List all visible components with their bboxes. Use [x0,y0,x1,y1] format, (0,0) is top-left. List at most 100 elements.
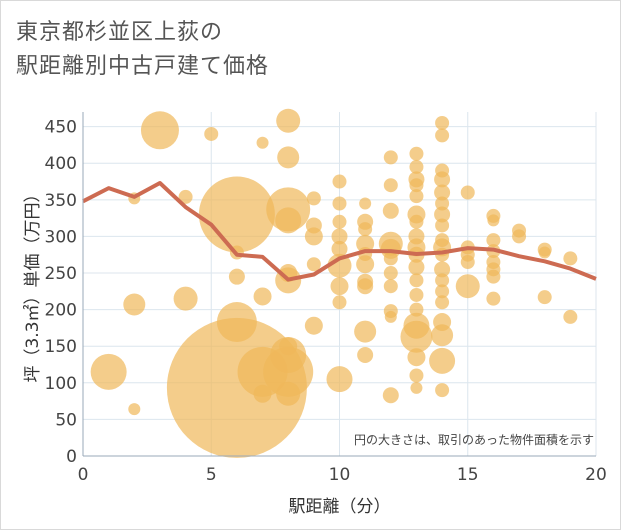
bubble-point [253,287,272,306]
bubble-point [435,284,450,299]
x-tick-label: 10 [329,465,351,485]
bubble-point [128,403,141,416]
bubble-point [409,146,424,161]
bubble-point [123,293,146,316]
bubble-point [383,150,398,165]
bubble-point [538,246,551,259]
bubble-point [276,108,301,133]
bubble-point [275,207,302,234]
bubble-point [409,189,424,204]
bubble-point [431,324,454,347]
bubble-point [435,295,450,310]
y-axis-title: 坪（3.3㎡）単価（万円） [23,185,43,382]
bubble-point [486,233,501,248]
bubble-point [487,214,500,227]
chart-title: 東京都杉並区上荻の 駅距離別中古戸建て価格 [16,16,269,84]
bubble-point [383,279,398,294]
bubble-point [435,196,450,211]
y-tick-label: 450 [45,118,77,138]
bubble-layer [90,108,578,458]
y-tick-label: 400 [45,154,77,174]
bubble-point [408,259,425,276]
bubble-point [331,228,348,245]
y-tick-label: 150 [45,337,77,357]
bubble-point [382,202,399,219]
bubble-point [359,197,372,210]
bubble-point [326,366,353,393]
bubble-point [486,269,501,284]
bubble-point [204,126,219,141]
bubble-point [356,234,375,253]
x-tick-label: 20 [585,465,607,485]
bubble-point [327,253,352,278]
bubble-point [354,320,377,343]
bubble-point [276,381,301,406]
bubble-point [306,191,321,206]
bubble-point [563,309,578,324]
trend-line [82,181,597,282]
bubble-point [435,115,450,130]
bubble-point [198,176,275,253]
bubble-point [331,240,348,257]
bubble-point [410,381,423,394]
bubble-point [434,206,451,223]
bubble-point [382,387,399,404]
bubble-point [403,312,430,339]
bubble-point [216,302,257,343]
bubble-point [253,384,272,403]
bubble-point [408,228,425,245]
bubble-point [279,337,298,356]
bubble-point [435,128,450,143]
bubble-point [383,266,398,281]
x-tick-label: 5 [206,465,217,485]
bubble-point [332,214,347,229]
bubble-point [383,178,398,193]
bubble-point [435,163,450,178]
title-line-2: 駅距離別中古戸建て価格 [16,54,270,79]
bubble-point [90,353,127,390]
y-tick-label: 100 [45,374,77,394]
y-tick-label: 250 [45,264,77,284]
bubble-point [409,178,424,193]
bubble-point [305,217,322,234]
bubble-point [358,222,373,237]
x-axis-title: 駅距離（分） [289,497,391,517]
y-tick-label: 0 [66,447,77,467]
bubble-point [140,111,179,150]
bubble-point [330,277,349,296]
bubble-point [460,185,475,200]
bubble-point [409,159,424,174]
bubble-point [512,229,527,244]
x-tick-label: 15 [457,465,479,485]
bubble-point [435,233,450,248]
bubble-point [409,368,424,383]
bubble-point [434,261,451,278]
bubble-point [435,383,450,398]
bubble-point [178,189,193,204]
bubble-point [357,346,374,363]
bubble-point [460,255,475,270]
y-tick-label: 300 [45,227,77,247]
bubble-point [304,316,323,335]
bubble-point [563,251,578,266]
bubble-point [433,313,452,332]
bubble-point [409,214,424,229]
bubble-point [407,348,426,367]
y-tick-label: 200 [45,301,77,321]
bubble-point [357,278,374,295]
size-annotation: 円の大きさは、取引のあった物件面積を示す [354,432,594,447]
bubble-point [429,347,456,374]
y-tick-label: 50 [55,410,77,430]
bubble-point [332,295,347,310]
bubble-point [537,290,552,305]
bubble-point [277,146,300,169]
bubble-point [409,273,424,288]
bubble-point [409,302,424,317]
bubble-point [486,291,501,306]
bubble-point [435,273,450,288]
bubble-point [435,218,450,233]
axes: 0 50 100 150 200 250 300 350 400 450 0 5 10 15 20 [45,112,607,485]
bubble-point [434,184,451,201]
bubble-point [228,268,245,285]
